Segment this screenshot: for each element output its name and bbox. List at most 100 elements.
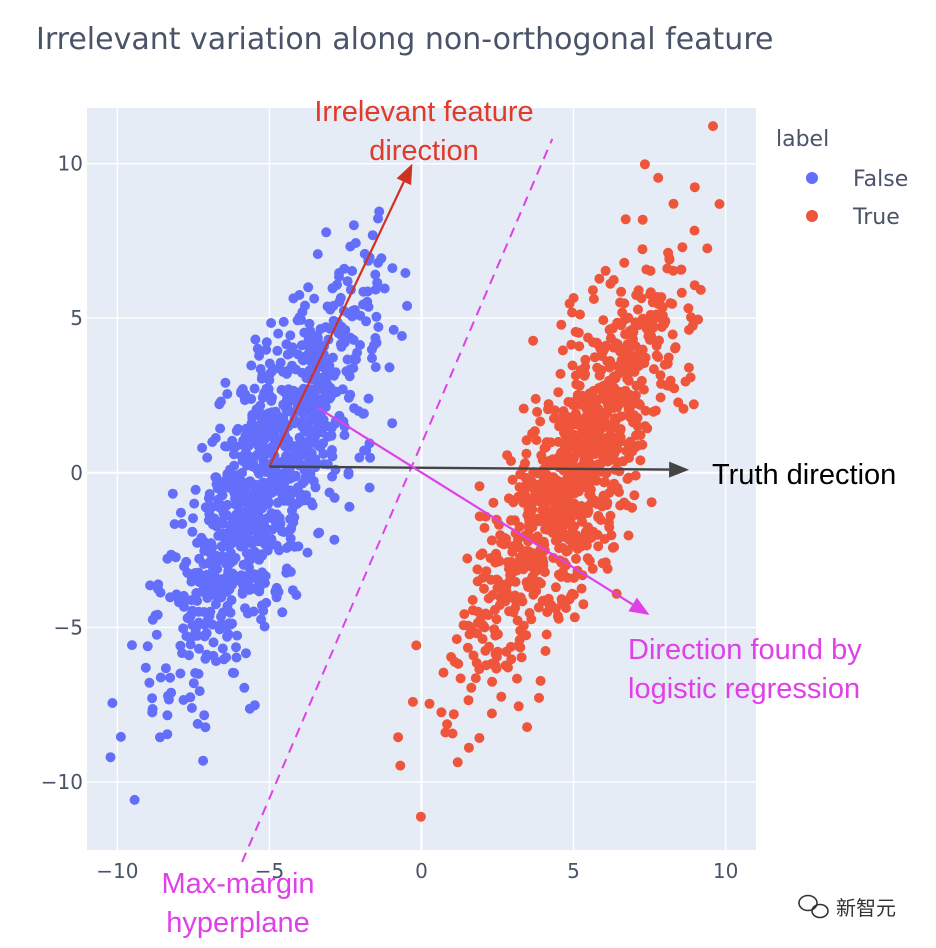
data-point-false	[235, 507, 246, 518]
data-point-false	[193, 606, 204, 617]
data-point-false	[264, 375, 275, 386]
data-point-true	[506, 456, 516, 466]
data-point-false	[270, 406, 281, 417]
data-point-true	[609, 413, 620, 424]
data-point-false	[247, 412, 258, 423]
y-tick-label: −10	[41, 770, 83, 794]
data-point-false	[370, 269, 381, 280]
data-point-false	[145, 580, 156, 591]
data-point-false	[259, 409, 270, 420]
legend-label-true[interactable]: True	[852, 205, 900, 230]
data-point-true	[507, 474, 518, 485]
data-point-false	[261, 597, 272, 608]
data-point-true	[673, 397, 684, 408]
data-point-false	[186, 703, 197, 713]
truth-direction-arrow	[269, 465, 670, 471]
data-point-false	[288, 293, 299, 304]
data-point-true	[683, 303, 694, 314]
legend-marker-false[interactable]	[806, 172, 818, 184]
data-point-false	[335, 339, 346, 350]
data-point-true	[594, 370, 605, 381]
data-point-false	[304, 340, 315, 350]
data-point-false	[142, 641, 153, 652]
data-point-false	[348, 220, 359, 231]
data-point-false	[250, 334, 261, 345]
data-point-false	[202, 452, 213, 463]
data-point-true	[605, 510, 616, 521]
data-point-true	[472, 628, 483, 639]
data-point-false	[310, 482, 321, 493]
data-point-false	[188, 678, 199, 689]
data-point-false	[305, 355, 315, 366]
data-point-false	[221, 510, 232, 521]
data-point-true	[556, 319, 567, 330]
data-point-true	[490, 660, 501, 671]
data-point-false	[189, 498, 200, 509]
data-point-true	[506, 566, 517, 577]
data-point-true	[521, 546, 532, 556]
data-point-false	[261, 337, 272, 348]
data-point-true	[591, 498, 602, 509]
data-point-false	[363, 301, 374, 312]
data-point-false	[254, 554, 265, 565]
data-point-true	[436, 707, 447, 718]
data-point-false	[343, 467, 354, 478]
data-point-false	[275, 518, 286, 529]
data-point-false	[244, 490, 255, 501]
data-point-true	[586, 418, 597, 429]
data-point-true	[463, 695, 474, 706]
data-point-true	[651, 350, 662, 361]
data-point-false	[197, 442, 208, 453]
data-point-false	[237, 467, 247, 478]
data-point-true	[592, 362, 603, 373]
data-point-false	[290, 442, 301, 453]
data-point-false	[247, 583, 258, 594]
data-point-true	[582, 501, 593, 512]
data-point-true	[567, 307, 578, 318]
data-point-true	[536, 450, 547, 461]
data-point-true	[575, 309, 585, 320]
data-point-false	[264, 512, 275, 523]
data-point-false	[147, 614, 158, 625]
data-point-false	[199, 630, 210, 641]
data-point-true	[600, 265, 611, 276]
data-point-false	[239, 682, 250, 693]
data-point-true	[676, 264, 687, 275]
data-point-true	[604, 362, 615, 373]
data-point-true	[530, 393, 541, 404]
data-point-true	[668, 198, 679, 209]
data-point-false	[306, 435, 317, 446]
data-point-false	[339, 430, 350, 441]
data-point-false	[345, 241, 356, 252]
data-point-false	[245, 567, 256, 578]
data-point-false	[151, 629, 162, 640]
data-point-true	[564, 298, 575, 309]
legend-marker-true[interactable]	[806, 210, 818, 222]
legend-title: label	[776, 127, 829, 152]
data-point-true	[561, 499, 572, 510]
data-point-false	[263, 389, 274, 399]
data-point-true	[475, 615, 486, 626]
data-point-false	[231, 642, 241, 653]
data-point-false	[115, 731, 126, 742]
data-point-true	[452, 757, 463, 768]
data-point-true	[596, 458, 606, 469]
data-point-true	[510, 576, 521, 587]
legend-label-false[interactable]: False	[853, 167, 908, 192]
data-point-false	[222, 389, 233, 399]
data-point-true	[493, 575, 504, 586]
data-point-true	[537, 595, 548, 606]
data-point-false	[235, 479, 246, 490]
data-point-false	[166, 549, 177, 560]
data-point-true	[632, 421, 643, 432]
data-point-true	[512, 673, 522, 684]
data-point-false	[202, 569, 213, 580]
data-point-true	[683, 362, 694, 373]
data-point-true	[623, 530, 634, 541]
data-point-true	[496, 691, 507, 702]
data-point-false	[241, 648, 251, 659]
data-point-false	[275, 421, 286, 432]
data-point-false	[261, 344, 272, 355]
data-point-true	[608, 275, 619, 285]
